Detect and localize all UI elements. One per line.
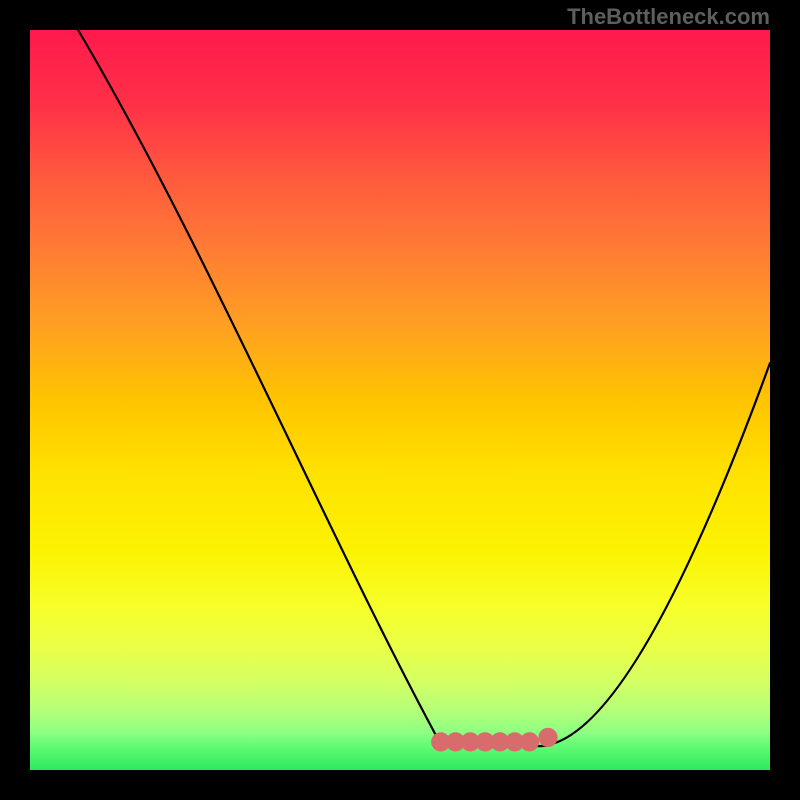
brand-watermark: TheBottleneck.com xyxy=(567,4,770,30)
marker-run xyxy=(431,728,558,752)
curve-layer xyxy=(30,30,770,770)
bottleneck-curve xyxy=(78,30,770,746)
marker-dot xyxy=(520,732,539,751)
plot-area xyxy=(30,30,770,770)
marker-dot xyxy=(538,728,557,747)
chart-container: TheBottleneck.com xyxy=(0,0,800,800)
